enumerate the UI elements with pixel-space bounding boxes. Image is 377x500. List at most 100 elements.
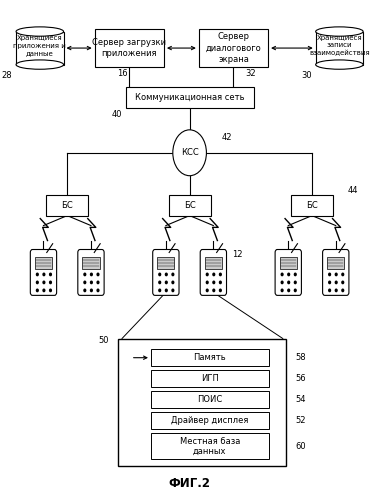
Circle shape — [335, 281, 337, 283]
Text: Сервер загрузки
приложения: Сервер загрузки приложения — [92, 38, 166, 58]
Ellipse shape — [16, 27, 64, 36]
Circle shape — [166, 273, 167, 276]
Bar — [118, 338, 287, 466]
Circle shape — [219, 289, 221, 292]
Circle shape — [50, 281, 51, 283]
Text: 32: 32 — [245, 68, 256, 78]
Circle shape — [159, 273, 161, 276]
Text: Коммуникационная сеть: Коммуникационная сеть — [135, 94, 244, 102]
Text: Память: Память — [193, 353, 226, 362]
Bar — [169, 194, 211, 216]
Text: ФИГ.2: ФИГ.2 — [169, 478, 211, 490]
Circle shape — [219, 273, 221, 276]
Text: Местная база
данных: Местная база данных — [179, 436, 240, 456]
Circle shape — [281, 273, 283, 276]
Text: ИГП: ИГП — [201, 374, 219, 383]
Circle shape — [37, 289, 38, 292]
FancyBboxPatch shape — [153, 250, 179, 296]
Circle shape — [294, 273, 296, 276]
Bar — [126, 88, 254, 108]
Circle shape — [342, 281, 344, 283]
Text: ПОИС: ПОИС — [197, 395, 222, 404]
Circle shape — [159, 281, 161, 283]
Circle shape — [288, 289, 290, 292]
Circle shape — [90, 289, 92, 292]
Text: Драйвер дисплея: Драйвер дисплея — [171, 416, 248, 425]
Text: КСС: КСС — [181, 148, 198, 158]
Bar — [316, 32, 363, 64]
Circle shape — [159, 289, 161, 292]
Bar — [151, 433, 268, 459]
Circle shape — [219, 281, 221, 283]
Circle shape — [97, 281, 99, 283]
Ellipse shape — [16, 60, 64, 70]
Text: 56: 56 — [296, 374, 307, 383]
Circle shape — [166, 289, 167, 292]
Circle shape — [97, 289, 99, 292]
Circle shape — [172, 273, 174, 276]
Circle shape — [342, 273, 344, 276]
FancyBboxPatch shape — [275, 250, 301, 296]
FancyBboxPatch shape — [200, 250, 227, 296]
Text: БС: БС — [61, 200, 73, 209]
Bar — [199, 30, 268, 67]
Bar — [83, 258, 100, 269]
Circle shape — [329, 289, 331, 292]
Text: Хранящиеся
записи
взаимодействия: Хранящиеся записи взаимодействия — [309, 35, 370, 56]
Circle shape — [97, 273, 99, 276]
Text: 16: 16 — [117, 68, 128, 78]
Circle shape — [50, 273, 51, 276]
Circle shape — [84, 273, 86, 276]
Circle shape — [213, 281, 215, 283]
FancyBboxPatch shape — [78, 250, 104, 296]
Circle shape — [206, 273, 208, 276]
Text: Хранящиеся
приложения и
данные: Хранящиеся приложения и данные — [14, 35, 66, 56]
Text: 40: 40 — [112, 110, 122, 120]
Circle shape — [50, 289, 51, 292]
Text: БС: БС — [306, 200, 318, 209]
Text: 30: 30 — [301, 71, 312, 80]
Bar — [291, 194, 333, 216]
Ellipse shape — [316, 27, 363, 36]
Bar — [157, 258, 175, 269]
Circle shape — [166, 281, 167, 283]
Bar — [327, 258, 344, 269]
Circle shape — [329, 273, 331, 276]
Text: 58: 58 — [296, 353, 307, 362]
Circle shape — [37, 281, 38, 283]
Circle shape — [90, 281, 92, 283]
Circle shape — [335, 289, 337, 292]
Circle shape — [281, 289, 283, 292]
Text: 50: 50 — [98, 336, 109, 345]
Circle shape — [206, 289, 208, 292]
Circle shape — [172, 281, 174, 283]
Text: 54: 54 — [296, 395, 306, 404]
Bar — [205, 258, 222, 269]
FancyBboxPatch shape — [30, 250, 57, 296]
Circle shape — [173, 130, 207, 176]
Bar — [280, 258, 297, 269]
Text: БС: БС — [184, 200, 196, 209]
Text: Сервер
диалогового
экрана: Сервер диалогового экрана — [205, 32, 261, 64]
Circle shape — [281, 281, 283, 283]
Text: 42: 42 — [221, 134, 232, 142]
Circle shape — [37, 273, 38, 276]
Text: 52: 52 — [296, 416, 306, 425]
Bar — [151, 412, 268, 429]
Bar — [95, 30, 164, 67]
Circle shape — [294, 289, 296, 292]
Circle shape — [172, 289, 174, 292]
Text: 60: 60 — [296, 442, 307, 450]
Circle shape — [288, 281, 290, 283]
Circle shape — [329, 281, 331, 283]
Circle shape — [342, 289, 344, 292]
Circle shape — [294, 281, 296, 283]
Text: 28: 28 — [2, 71, 12, 80]
Circle shape — [288, 273, 290, 276]
Bar — [35, 258, 52, 269]
Ellipse shape — [316, 60, 363, 70]
Bar — [151, 370, 268, 387]
Circle shape — [43, 289, 45, 292]
Circle shape — [213, 289, 215, 292]
Bar — [151, 350, 268, 366]
